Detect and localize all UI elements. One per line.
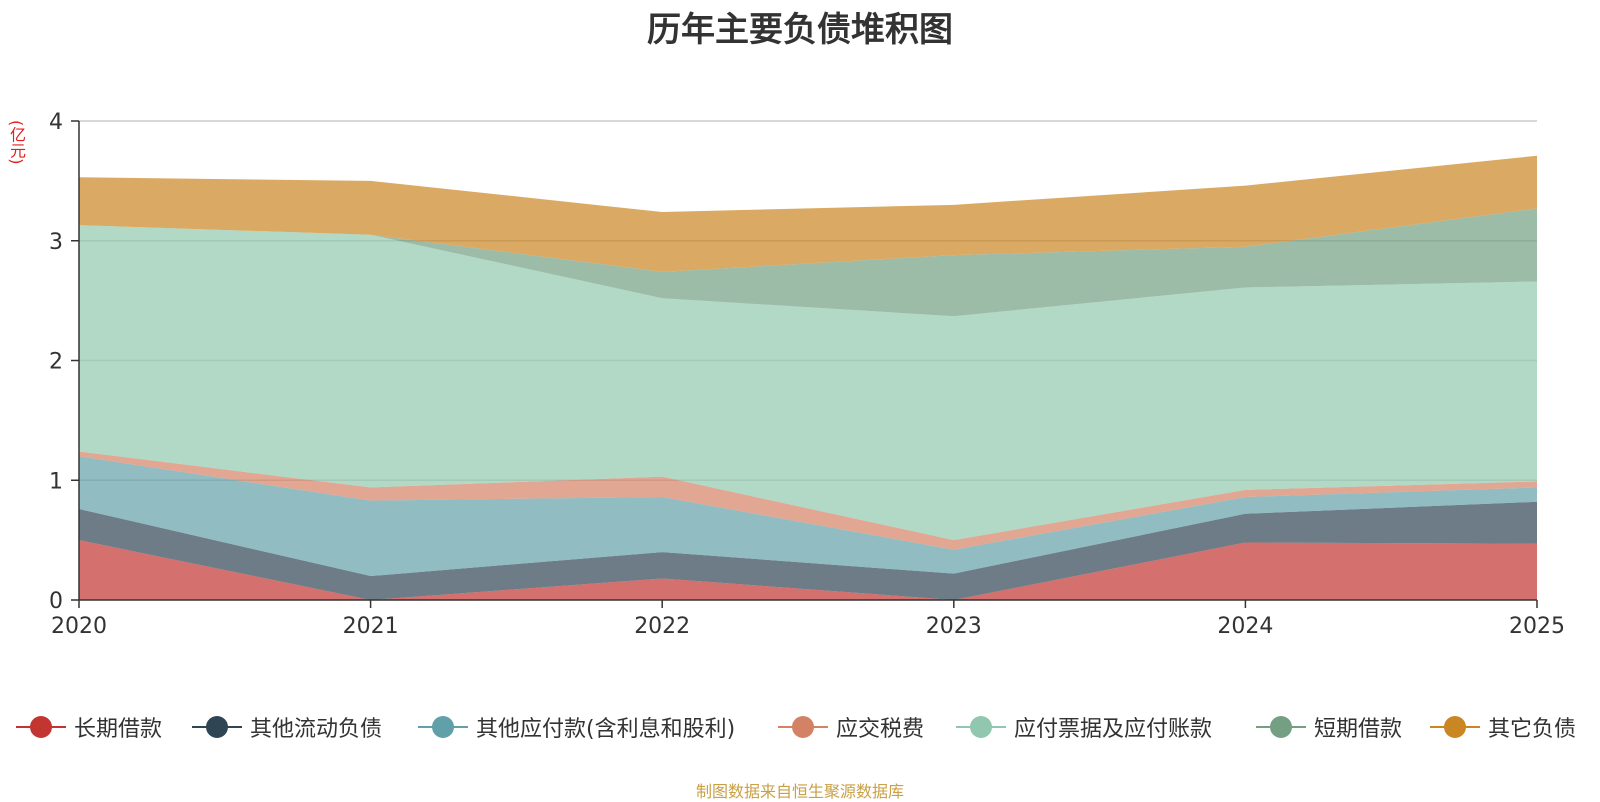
legend-item-2[interactable]: 其他流动负债 [192, 710, 382, 744]
tick-labels: 0 1 2 3 4 2020 2021 2022 2023 2024 2025 [49, 110, 1565, 639]
y-tick-label: 1 [49, 469, 63, 494]
x-tick-label: 2025 [1509, 614, 1565, 639]
legend-item-4[interactable]: 应交税费 [778, 710, 924, 744]
legend-marker-icon [956, 712, 1006, 742]
area-series-4[interactable] [79, 451, 1537, 550]
y-tick-label: 2 [49, 350, 63, 375]
legend-label: 长期借款 [74, 717, 163, 742]
x-tick-label: 2024 [1217, 614, 1273, 639]
area-series-6[interactable] [79, 208, 1537, 317]
legend-label: 其他应付款(含利息和股利) [476, 717, 736, 742]
y-axis-unit-label: (亿元) [7, 120, 26, 165]
legend-label: 应交税费 [836, 717, 925, 742]
legend-item-6[interactable]: 短期借款 [1256, 710, 1402, 744]
y-tick-label: 4 [49, 110, 63, 135]
legend: 长期借款 其他流动负债 其他应付款(含利息和股利) 应交税费 应付票据及应付账款 短期借款… [0, 710, 1600, 750]
x-tick-label: 2022 [634, 614, 690, 639]
y-tick-label: 3 [49, 230, 63, 255]
legend-marker-icon [1256, 712, 1306, 742]
legend-marker-icon [1430, 712, 1480, 742]
legend-label: 其它负债 [1488, 717, 1577, 742]
area-series-7[interactable] [79, 155, 1537, 272]
x-tick-label: 2020 [51, 614, 107, 639]
legend-marker-icon [418, 712, 468, 742]
stacked-area-chart: 0 1 2 3 4 2020 2021 2022 2023 2024 2025 [49, 110, 1565, 639]
legend-item-3[interactable]: 其他应付款(含利息和股利) [418, 710, 735, 744]
legend-marker-icon [192, 712, 242, 742]
y-tick-label: 0 [49, 589, 63, 614]
x-tick-label: 2021 [343, 614, 399, 639]
legend-label: 短期借款 [1314, 717, 1403, 742]
legend-label: 其他流动负债 [250, 717, 383, 742]
legend-label: 应付票据及应付账款 [1014, 717, 1213, 742]
area-series-1[interactable] [79, 540, 1537, 600]
area-series-3[interactable] [79, 456, 1537, 577]
legend-item-1[interactable]: 长期借款 [16, 710, 162, 744]
legend-marker-icon [16, 712, 66, 742]
area-series [79, 155, 1537, 600]
x-tick-label: 2023 [926, 614, 982, 639]
legend-item-7[interactable]: 其它负债 [1430, 710, 1576, 744]
area-series-2[interactable] [79, 501, 1537, 600]
axes [71, 120, 1538, 608]
legend-item-5[interactable]: 应付票据及应付账款 [956, 710, 1212, 744]
chart-title: 历年主要负债堆积图 [647, 10, 953, 50]
area-series-5[interactable] [79, 225, 1537, 541]
source-note: 制图数据来自恒生聚源数据库 [695, 782, 904, 801]
legend-marker-icon [778, 712, 828, 742]
